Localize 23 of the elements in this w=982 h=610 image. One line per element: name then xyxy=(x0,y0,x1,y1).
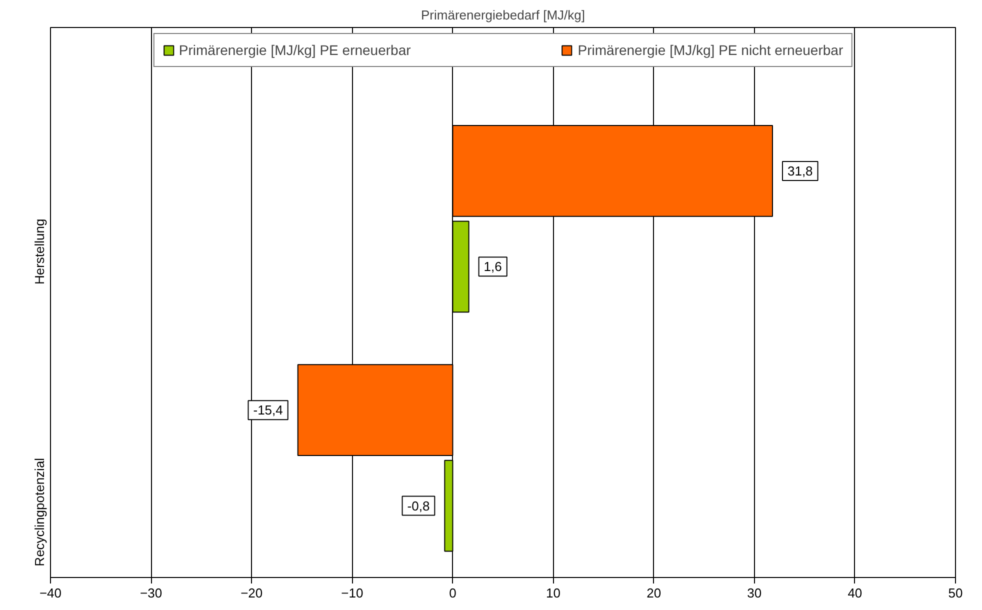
x-tick-label: −30 xyxy=(140,586,162,600)
x-tick-label: 10 xyxy=(546,586,561,600)
x-tick-label: −10 xyxy=(341,586,364,600)
data-label: -15,4 xyxy=(253,402,283,418)
bar xyxy=(297,364,454,456)
bar xyxy=(452,220,470,313)
legend-label: Primärenergie [MJ/kg] PE erneuerbar xyxy=(178,42,411,58)
data-label: 31,8 xyxy=(787,163,813,178)
data-label: -0,8 xyxy=(407,498,430,514)
legend-label: Primärenergie [MJ/kg] PE nicht erneuerbar xyxy=(578,42,844,58)
x-tick-label: 0 xyxy=(449,586,456,600)
x-tick-label: −40 xyxy=(39,586,62,600)
bar xyxy=(452,125,773,217)
x-tick-label: −20 xyxy=(240,586,263,600)
y-tick-label: Herstellung xyxy=(32,218,47,285)
x-tick-label: 50 xyxy=(948,586,963,600)
chart-title: Primärenergiebedarf [MJ/kg] xyxy=(420,8,586,22)
x-tick-label: 20 xyxy=(646,586,662,600)
y-tick-label: Recyclingpotenzial xyxy=(32,458,47,566)
bar xyxy=(444,460,454,552)
x-tick-label: 30 xyxy=(747,586,762,600)
data-label: 1,6 xyxy=(484,259,502,274)
x-tick-label: 40 xyxy=(848,586,862,600)
